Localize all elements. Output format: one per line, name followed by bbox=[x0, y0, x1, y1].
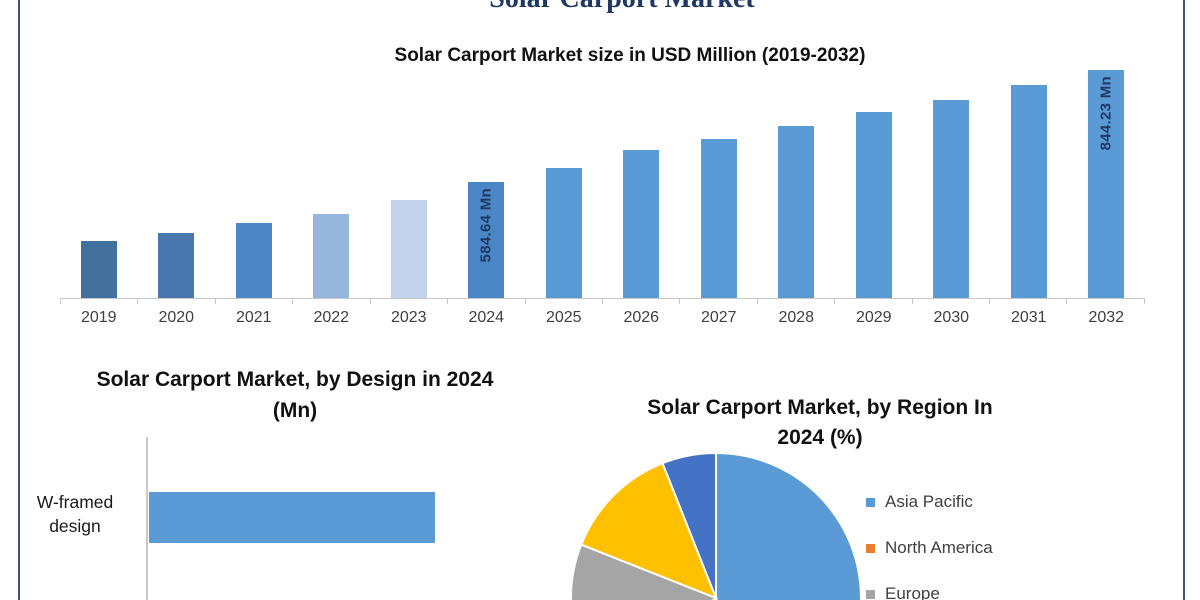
region-chart-title-line1: Solar Carport Market, by Region In bbox=[647, 396, 993, 419]
legend-item-north-america: North America bbox=[866, 538, 993, 558]
region-pie bbox=[570, 451, 862, 600]
x-axis-tick bbox=[293, 299, 371, 304]
x-axis-tick bbox=[1067, 299, 1145, 304]
legend-swatch-asia-pacific bbox=[866, 497, 875, 507]
x-axis-tick bbox=[913, 299, 991, 304]
bar-column-2025 bbox=[525, 55, 603, 298]
bar-column-2032: 844.23 Mn bbox=[1068, 55, 1146, 298]
x-axis-tick bbox=[448, 299, 526, 304]
bar-2026 bbox=[623, 150, 660, 298]
pie-slice-europe bbox=[570, 543, 719, 600]
region-legend: Asia Pacific North America Europe bbox=[866, 492, 993, 600]
x-axis-label-2022: 2022 bbox=[313, 309, 350, 326]
x-axis-label-2024: 2024 bbox=[468, 309, 505, 326]
bar-column-2026 bbox=[603, 55, 681, 298]
legend-swatch-europe bbox=[866, 589, 875, 599]
x-axis-tick bbox=[138, 299, 216, 304]
bar-2022 bbox=[313, 214, 350, 298]
bar-2021 bbox=[235, 223, 272, 298]
bar-2032: 844.23 Mn bbox=[1088, 70, 1125, 298]
bar-2019 bbox=[80, 241, 117, 298]
bar-2029 bbox=[855, 112, 892, 298]
design-bar bbox=[149, 492, 435, 543]
x-axis-label-2026: 2026 bbox=[623, 309, 660, 326]
legend-label-asia-pacific: Asia Pacific bbox=[885, 492, 973, 511]
bar-2031 bbox=[1010, 85, 1047, 298]
bar-column-2023 bbox=[370, 55, 448, 298]
x-axis-label-2025: 2025 bbox=[545, 309, 582, 326]
x-axis-tick bbox=[835, 299, 913, 304]
bar-2024: 584.64 Mn bbox=[468, 182, 505, 298]
design-category-label: W-framed design bbox=[36, 492, 114, 536]
bar-column-2027 bbox=[680, 55, 758, 298]
bar-2023 bbox=[390, 200, 427, 298]
pie-slice-unlabeled-4 bbox=[661, 451, 717, 599]
x-axis-tick bbox=[371, 299, 449, 304]
market-size-chart-title: Solar Carport Market size in USD Million… bbox=[394, 45, 866, 66]
x-axis-tick bbox=[603, 299, 681, 304]
x-axis-labels: 2019 2020 2021 2022 2023 2024 2025 2026 2027 2028… bbox=[60, 309, 1145, 327]
x-axis-label-2019: 2019 bbox=[80, 309, 117, 326]
page-border-left bbox=[18, 0, 20, 600]
x-axis-label-2020: 2020 bbox=[158, 309, 195, 326]
x-axis-tick bbox=[60, 299, 139, 304]
x-axis-label-2027: 2027 bbox=[700, 309, 737, 326]
x-axis-label-2023: 2023 bbox=[390, 309, 427, 326]
legend-item-europe: Europe bbox=[866, 584, 993, 600]
x-axis-tick bbox=[526, 299, 603, 304]
x-axis-label-2028: 2028 bbox=[778, 309, 815, 326]
region-chart-title-line2: 2024 (%) bbox=[777, 426, 863, 449]
legend-item-asia-pacific: Asia Pacific bbox=[866, 492, 993, 512]
bar-2027 bbox=[700, 139, 737, 298]
design-chart-title-line1: Solar Carport Market, by Design in 2024 bbox=[96, 368, 494, 391]
bar-column-2021 bbox=[215, 55, 293, 298]
bar-2030 bbox=[933, 100, 970, 298]
bar-value-label-2032: 844.23 Mn bbox=[1097, 76, 1115, 151]
x-axis-label-2021: 2021 bbox=[235, 309, 272, 326]
design-chart-title: Solar Carport Market, by Design in 2024 … bbox=[40, 364, 550, 426]
x-axis-tick bbox=[758, 299, 836, 304]
region-chart-title: Solar Carport Market, by Region In 2024 … bbox=[610, 393, 1030, 453]
bar-column-2028 bbox=[758, 55, 836, 298]
x-axis-label-2030: 2030 bbox=[933, 309, 970, 326]
design-category-axis-line bbox=[146, 437, 148, 600]
pie-slice-unlabeled-3 bbox=[579, 461, 718, 600]
x-axis-label-2031: 2031 bbox=[1010, 309, 1047, 326]
legend-swatch-north-america bbox=[866, 543, 875, 553]
x-axis-line bbox=[60, 298, 1145, 304]
bar-column-2022 bbox=[293, 55, 371, 298]
x-axis-tick bbox=[216, 299, 294, 304]
bar-column-2019 bbox=[60, 55, 138, 298]
page-title: Solar Carport Market bbox=[44, 0, 1200, 13]
legend-label-north-america: North America bbox=[885, 538, 993, 557]
x-axis-label-2032: 2032 bbox=[1088, 309, 1125, 326]
pie-slice-asia-pacific bbox=[715, 451, 862, 600]
bar-column-2029 bbox=[835, 55, 913, 298]
x-axis-tick bbox=[680, 299, 758, 304]
x-axis-tick bbox=[990, 299, 1068, 304]
bar-column-2030 bbox=[913, 55, 991, 298]
legend-label-europe: Europe bbox=[885, 584, 940, 600]
bar-2020 bbox=[158, 233, 195, 298]
bar-2025 bbox=[545, 168, 582, 298]
bar-2028 bbox=[778, 126, 815, 298]
bar-column-2020 bbox=[138, 55, 216, 298]
bar-column-2024: 584.64 Mn bbox=[448, 55, 526, 298]
x-axis-label-2029: 2029 bbox=[855, 309, 892, 326]
market-size-plot: 584.64 Mn 844.23 Mn bbox=[60, 55, 1145, 298]
bar-value-label-2024: 584.64 Mn bbox=[477, 188, 495, 263]
design-chart-title-line2: (Mn) bbox=[272, 399, 318, 422]
page-border-right bbox=[1183, 0, 1185, 600]
bar-column-2031 bbox=[990, 55, 1068, 298]
